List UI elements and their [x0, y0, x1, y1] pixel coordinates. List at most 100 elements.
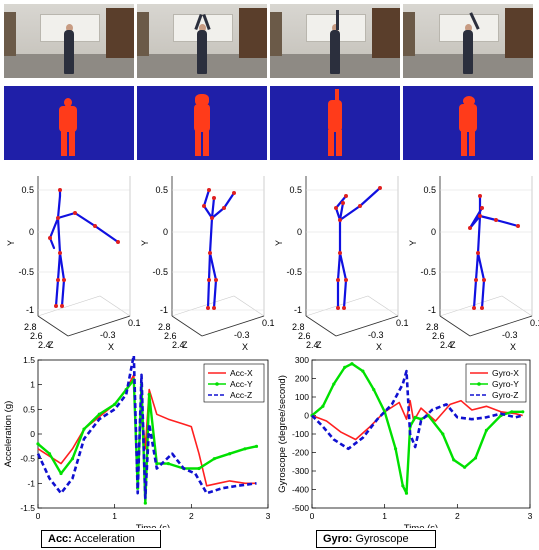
acc-point	[197, 466, 201, 471]
skeleton-y-tick: -0.5	[152, 267, 168, 277]
skeleton-joint	[93, 224, 97, 228]
skeleton-x-label: X	[376, 342, 382, 352]
rgb-frame-2	[137, 4, 267, 78]
skeleton-z-label: Z	[450, 340, 456, 350]
skeleton-bone	[58, 251, 66, 282]
rgb-frame-1	[4, 4, 134, 78]
acc-point	[113, 402, 117, 406]
gyro-point	[473, 456, 478, 460]
gyro-legend-label: Gyro-Z	[492, 390, 518, 400]
gyro-point	[521, 410, 525, 414]
skeleton-joint	[58, 251, 62, 255]
skeleton-bone	[202, 188, 211, 208]
skeleton-bone	[476, 251, 486, 282]
gyro-y-label: Gyroscope (degree/second)	[277, 375, 288, 493]
skeleton-bone	[56, 216, 62, 255]
acc-x-tick-label: 0	[36, 511, 41, 521]
gyro-point	[510, 410, 514, 414]
skeleton-joint	[334, 206, 338, 210]
gyro-y-tick-label: -300	[292, 466, 309, 476]
skeleton-z-tick: 2.6	[298, 331, 311, 341]
acc-point	[47, 452, 52, 456]
acc-x-label: Time (s)	[136, 523, 170, 528]
gyro-point	[484, 428, 488, 432]
skeleton-box	[37, 176, 131, 337]
acc-point	[82, 427, 86, 431]
skeleton-y-label: Y	[140, 240, 150, 246]
gyro-point	[372, 388, 376, 392]
skeleton-panel-2: 0.5 0 -0.5 -1 Y 2.82.62.4Z 0.1 -0.3 X	[140, 176, 275, 352]
segmentation-mask-2	[137, 86, 267, 160]
gyro-x-tick-label: 0	[310, 511, 315, 521]
acc-caption-text: Acceleration	[71, 533, 135, 545]
skeleton-z-tick: 2.8	[158, 322, 171, 332]
skeleton-bone	[334, 206, 342, 222]
skeleton-bone	[342, 278, 348, 310]
skeleton-z-tick: 2.4	[440, 340, 453, 350]
acc-y-tick-label: 0.5	[23, 404, 35, 414]
skeleton-joint	[222, 206, 226, 210]
gyro-point	[350, 362, 354, 366]
acc-y-tick-label: 0	[30, 429, 35, 439]
skeleton-joint	[212, 306, 216, 310]
gyro-y-tick-label: -500	[292, 503, 309, 513]
skeleton-joint	[344, 278, 348, 282]
skeleton-y-label: Y	[408, 240, 418, 246]
skeleton-bone	[476, 214, 482, 255]
skeleton-x-axis	[335, 315, 399, 337]
skeleton-joint	[344, 194, 348, 198]
skeleton-y-tick: 0	[431, 227, 436, 237]
skeleton-z-label: Z	[182, 340, 188, 350]
gyro-x-tick-label: 3	[528, 511, 533, 521]
gyro-y-tick-label: -200	[292, 448, 309, 458]
skeleton-bone	[210, 206, 226, 220]
acc-y-tick-label: -1.5	[20, 503, 35, 513]
skeleton-bone	[468, 206, 484, 230]
acc-y-tick-label: -1	[27, 478, 35, 488]
skeleton-z-tick: 2.8	[24, 322, 37, 332]
skeleton-y-label: Y	[6, 240, 16, 246]
skeleton-x-tick: 0.1	[396, 318, 409, 328]
skeleton-z-axis	[171, 315, 203, 337]
skeleton-z-tick: 2.8	[292, 322, 305, 332]
skeleton-z-label: Z	[316, 340, 322, 350]
skeleton-bone	[338, 201, 345, 222]
rgb-frame-3	[270, 4, 400, 78]
skeleton-joint	[54, 304, 58, 308]
skeleton-y-tick: 0	[29, 227, 34, 237]
gyro-x-tick-label: 2	[455, 511, 460, 521]
skeleton-z-tick: 2.4	[172, 340, 185, 350]
skeleton-bone	[207, 251, 212, 282]
skeleton-bone	[494, 218, 520, 228]
skeleton-joint	[207, 278, 211, 282]
acc-y-tick-label: -0.5	[20, 454, 35, 464]
skeleton-x-label: X	[108, 342, 114, 352]
gyro-caption-text: Gyroscope	[352, 533, 409, 545]
skeleton-x-tick: -0.3	[502, 330, 518, 340]
skeleton-joint	[336, 306, 340, 310]
skeleton-joint	[202, 204, 206, 208]
skeleton-joint	[476, 251, 480, 255]
acc-point	[254, 444, 259, 448]
skeleton-joint	[338, 251, 342, 255]
skeleton-joint	[206, 306, 210, 310]
gyro-point	[393, 447, 398, 451]
skeleton-joint	[58, 188, 62, 192]
skeleton-joint	[208, 251, 212, 255]
acc-point	[70, 457, 75, 461]
acc-x-tick-label: 2	[189, 511, 194, 521]
skeleton-joint	[338, 218, 342, 222]
skeleton-y-tick: 0.5	[423, 185, 436, 195]
acc-point	[228, 452, 232, 456]
skeleton-x-tick: 0.1	[128, 318, 141, 328]
skeleton-joint	[482, 278, 486, 282]
acc-point	[212, 457, 216, 461]
skeleton-bone	[48, 216, 60, 240]
gyro-y-tick-label: -400	[292, 485, 309, 495]
skeleton-joint	[516, 224, 520, 228]
gyro-x-tick-label: 1	[382, 511, 387, 521]
skeleton-panel-1: 0.5 0 -0.5 -1 Y 2.82.62.4Z 0.1 -0.3 X	[6, 176, 141, 352]
skeleton-joint	[62, 278, 66, 282]
skeleton-floor	[439, 295, 533, 317]
skeleton-box	[305, 176, 399, 337]
